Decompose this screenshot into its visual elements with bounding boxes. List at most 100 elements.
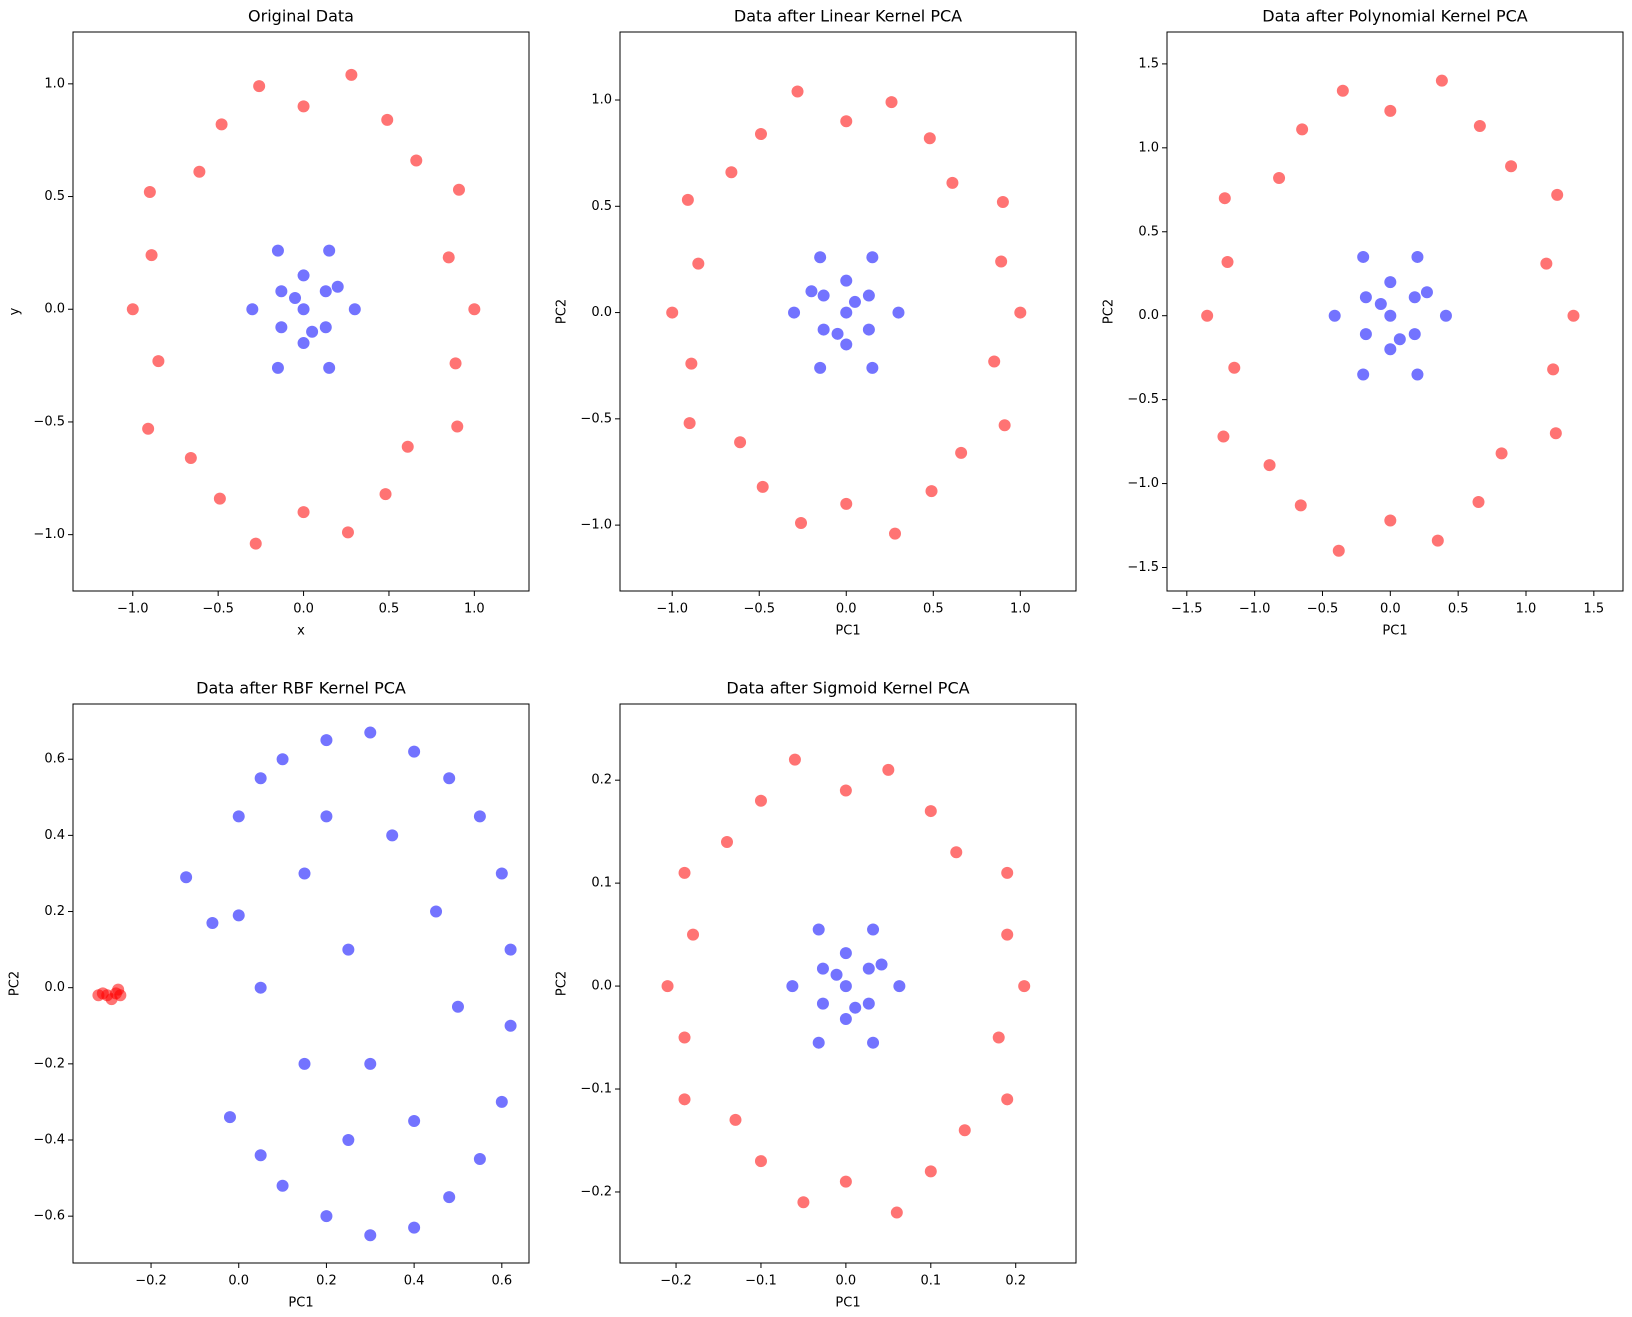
point xyxy=(1228,361,1241,374)
point xyxy=(840,115,853,128)
y-axis-label: PC2 xyxy=(555,971,570,996)
chart-title: Data after RBF Kernel PCA xyxy=(196,679,406,698)
point xyxy=(1393,333,1406,346)
point xyxy=(866,251,879,264)
point xyxy=(1411,368,1424,381)
point xyxy=(254,1149,267,1162)
y-tick-label: 1.0 xyxy=(44,76,65,91)
point xyxy=(1540,257,1553,270)
point xyxy=(452,183,465,196)
point xyxy=(215,118,228,131)
point xyxy=(1435,74,1448,87)
point xyxy=(443,772,456,785)
point xyxy=(687,928,700,941)
point xyxy=(958,1124,971,1137)
point xyxy=(306,325,319,338)
point xyxy=(504,1019,517,1032)
point xyxy=(1263,459,1276,472)
point xyxy=(720,835,733,848)
point xyxy=(364,1057,377,1070)
point xyxy=(408,1221,421,1234)
point xyxy=(754,128,767,141)
x-tick-label: 1.5 xyxy=(1583,602,1604,617)
point xyxy=(298,1057,311,1070)
axes-frame xyxy=(619,31,1077,592)
x-tick-label: 0.2 xyxy=(316,1274,337,1289)
point xyxy=(442,251,455,264)
y-tick-label: 1.0 xyxy=(591,93,612,108)
point xyxy=(1551,188,1564,201)
x-tick-label: 0.4 xyxy=(404,1274,425,1289)
point xyxy=(289,291,302,304)
point xyxy=(254,981,267,994)
point xyxy=(320,734,333,747)
point xyxy=(232,909,245,922)
point xyxy=(946,176,959,189)
x-axis-label: x xyxy=(297,624,305,639)
point xyxy=(849,1001,862,1014)
point xyxy=(1359,328,1372,341)
axes-frame xyxy=(72,31,530,592)
point xyxy=(678,1093,691,1106)
point xyxy=(254,772,267,785)
point xyxy=(145,249,158,262)
point xyxy=(924,1165,937,1178)
point xyxy=(451,1000,464,1013)
point xyxy=(1294,499,1307,512)
point xyxy=(297,269,310,282)
point xyxy=(661,980,674,993)
point xyxy=(734,436,747,449)
point xyxy=(1201,309,1214,322)
x-axis-label: PC1 xyxy=(835,1296,860,1311)
point xyxy=(786,980,799,993)
point xyxy=(683,417,696,430)
point xyxy=(998,419,1011,432)
point xyxy=(1273,172,1286,185)
x-tick-label: 0.2 xyxy=(1005,1274,1026,1289)
x-axis-label: PC1 xyxy=(1382,624,1407,639)
point xyxy=(1217,430,1230,443)
point xyxy=(791,85,804,98)
y-tick-label: 0.4 xyxy=(44,828,65,843)
point xyxy=(888,527,901,540)
subplot: −1.0 −0.5 0.0 0.5 1.0 −1.0 −0.5 0.0 0.5 1.0 Origin… xyxy=(8,7,530,639)
point xyxy=(276,753,289,766)
point xyxy=(754,1155,767,1168)
point xyxy=(839,784,852,797)
point xyxy=(297,337,310,350)
axes-frame xyxy=(1166,31,1624,592)
y-tick-label: −1.0 xyxy=(33,527,65,542)
point xyxy=(830,968,843,981)
point xyxy=(1384,343,1397,356)
point xyxy=(246,303,259,316)
point xyxy=(142,422,155,435)
x-tick-label: −1.5 xyxy=(1171,602,1203,617)
x-tick-label: 0.0 xyxy=(836,1274,857,1289)
point xyxy=(143,186,156,199)
point xyxy=(96,987,109,1000)
y-tick-label: 0.0 xyxy=(1138,308,1159,323)
point xyxy=(1547,363,1560,376)
x-tick-label: 0.5 xyxy=(923,602,944,617)
point xyxy=(816,962,829,975)
point xyxy=(320,810,333,823)
x-tick-label: 1.0 xyxy=(1010,602,1031,617)
point xyxy=(1384,514,1397,527)
point xyxy=(867,923,880,936)
x-axis-label: PC1 xyxy=(835,624,860,639)
point xyxy=(184,452,197,465)
x-tick-label: −1.0 xyxy=(117,602,149,617)
point xyxy=(345,68,358,81)
point xyxy=(1001,866,1014,879)
point xyxy=(892,306,905,319)
point xyxy=(1472,496,1485,509)
point xyxy=(1336,84,1349,97)
y-tick-label: −0.5 xyxy=(33,414,65,429)
point xyxy=(866,361,879,374)
point xyxy=(1328,309,1341,322)
y-tick-label: 0.0 xyxy=(44,980,65,995)
point xyxy=(955,446,968,459)
y-tick-label: −0.2 xyxy=(580,1184,612,1199)
point xyxy=(840,306,853,319)
